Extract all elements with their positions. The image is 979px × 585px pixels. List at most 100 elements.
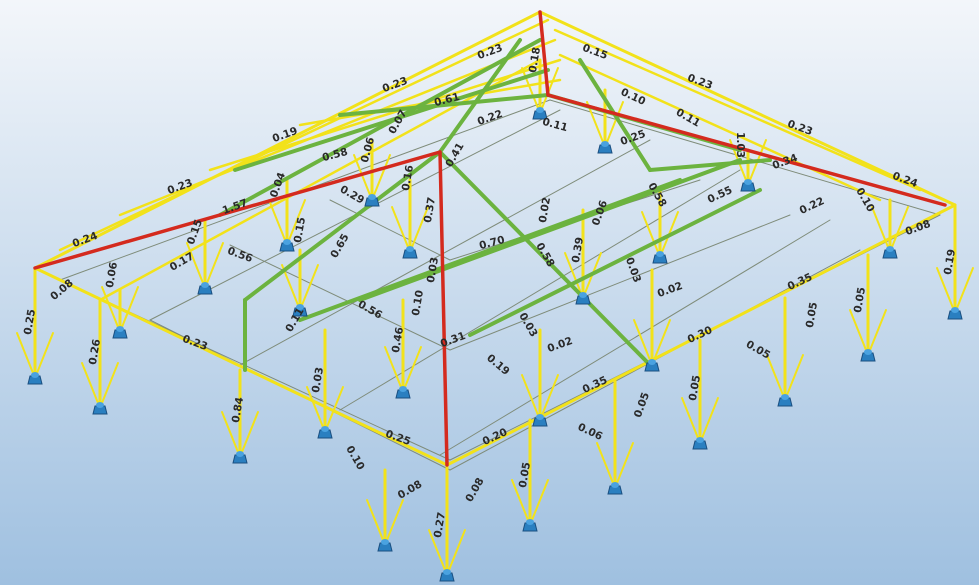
support	[92, 405, 108, 415]
floor-beam	[549, 99, 941, 216]
brace	[391, 206, 411, 253]
support-cap	[536, 107, 544, 113]
support	[522, 522, 538, 532]
purlin	[58, 18, 550, 252]
brace	[402, 346, 422, 393]
support	[402, 249, 418, 259]
support	[532, 417, 548, 427]
brace	[539, 374, 559, 421]
brace	[371, 154, 391, 201]
utilization-label: 0.39	[570, 236, 586, 264]
utilization-label: 0.25	[22, 308, 38, 336]
green-member	[438, 38, 522, 154]
utilization-label: 0.19	[942, 248, 958, 276]
utilization-label: 0.03	[425, 256, 441, 284]
brace	[306, 386, 326, 433]
utilization-label: 0.26	[87, 338, 103, 366]
brace	[699, 397, 719, 444]
support-cap	[96, 402, 104, 408]
floor-beam	[439, 219, 831, 456]
support-cap	[201, 282, 209, 288]
purlin	[298, 78, 562, 127]
brace	[446, 529, 466, 576]
brace	[119, 286, 139, 333]
brace	[281, 264, 301, 311]
support	[364, 197, 380, 207]
utilization-label: 0.05	[517, 461, 533, 489]
brace	[564, 252, 584, 299]
support-cap	[283, 239, 291, 245]
support	[692, 440, 708, 450]
support	[597, 144, 613, 154]
support	[27, 375, 43, 385]
green-member	[438, 150, 652, 367]
brace	[586, 101, 606, 148]
support-cap	[951, 307, 959, 313]
utilization-label: 0.05	[804, 301, 820, 329]
brace	[34, 332, 54, 379]
floor-beam	[449, 214, 791, 351]
utilization-label: 0.84	[230, 396, 246, 424]
green-member	[243, 150, 442, 302]
brace	[353, 154, 373, 201]
purlin	[553, 28, 922, 192]
support-cap	[236, 451, 244, 457]
support-cap	[536, 414, 544, 420]
brace	[681, 397, 701, 444]
support	[439, 572, 455, 582]
floor-beam	[229, 244, 451, 351]
brace	[286, 199, 306, 246]
green-member	[648, 158, 772, 172]
floor-beam	[329, 199, 451, 261]
support-cap	[648, 359, 656, 365]
utilization-label: 0.27	[432, 511, 448, 539]
support	[947, 310, 963, 320]
floor-beam	[339, 169, 741, 411]
brace	[936, 267, 956, 314]
support-cap	[31, 372, 39, 378]
brace	[614, 442, 634, 489]
support-cap	[368, 194, 376, 200]
utilization-label: 0.02	[537, 196, 553, 224]
brace	[871, 206, 891, 253]
brace	[81, 362, 101, 409]
brace	[16, 332, 36, 379]
support-cap	[886, 246, 894, 252]
purlin	[558, 53, 882, 202]
support-cap	[406, 246, 414, 252]
brace	[849, 309, 869, 356]
brace	[221, 411, 241, 458]
support-cap	[744, 179, 752, 185]
green-member	[218, 38, 542, 217]
support	[607, 485, 623, 495]
roof-edge	[33, 10, 542, 270]
support	[279, 242, 295, 252]
support	[652, 254, 668, 264]
brace	[529, 479, 549, 526]
utilization-label: 0.03	[310, 366, 326, 394]
support	[740, 182, 756, 192]
utilization-label: 1.03	[734, 132, 746, 158]
support-cap	[656, 251, 664, 257]
green-member	[233, 68, 550, 172]
brace	[596, 442, 616, 489]
utilization-label: 0.37	[422, 196, 438, 224]
support	[532, 110, 548, 120]
brace	[409, 206, 429, 253]
support	[575, 295, 591, 305]
brace	[384, 499, 404, 546]
utilization-label: 0.15	[292, 216, 308, 244]
brace	[99, 362, 119, 409]
brace	[954, 267, 974, 314]
brace	[604, 101, 624, 148]
brace	[511, 479, 531, 526]
brace	[521, 374, 541, 421]
support	[377, 542, 393, 552]
green-member	[358, 158, 742, 302]
support-cap	[321, 426, 329, 432]
brace	[101, 286, 121, 333]
brace	[633, 319, 653, 366]
support	[112, 329, 128, 339]
